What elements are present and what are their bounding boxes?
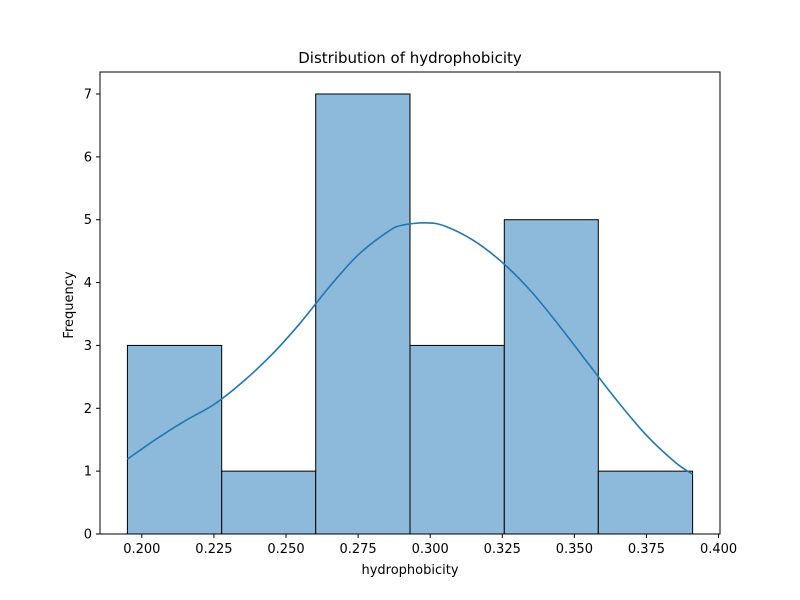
x-tick-label: 0.325 — [484, 542, 521, 557]
histogram-bar — [597, 470, 694, 535]
histogram-bar — [503, 219, 599, 535]
x-tick-label: 0.200 — [123, 542, 160, 557]
y-tick-label: 2 — [84, 402, 92, 417]
y-tick-label: 3 — [84, 339, 92, 354]
plot-area-frame — [99, 71, 721, 535]
x-tick-label: 0.400 — [700, 542, 737, 557]
x-tick-label: 0.375 — [628, 542, 665, 557]
x-tick-label: 0.300 — [412, 542, 449, 557]
y-tick-label: 6 — [84, 150, 92, 165]
chart-title: Distribution of hydrophobicity — [298, 49, 522, 67]
y-tick-label: 1 — [84, 465, 92, 480]
y-tick-label: 7 — [84, 88, 92, 103]
y-axis: 0 1 2 3 4 5 6 7 — [84, 88, 100, 543]
histogram-bar — [126, 344, 223, 535]
histogram-bar — [221, 470, 317, 535]
x-axis: 0.200 0.225 0.250 0.275 0.300 0.325 0.350 0.375… — [123, 534, 737, 557]
x-tick-label: 0.275 — [339, 542, 376, 557]
x-tick-label: 0.350 — [556, 542, 593, 557]
histogram-bars — [126, 93, 694, 535]
y-tick-label: 0 — [84, 528, 92, 543]
histogram-bar — [315, 93, 411, 535]
kde-line — [126, 222, 694, 475]
histogram-bar — [409, 344, 505, 535]
x-axis-label: hydrophobicity — [361, 563, 458, 578]
y-axis-label: Frequency — [62, 271, 77, 338]
kde-curve-group — [126, 222, 694, 475]
x-tick-label: 0.250 — [267, 542, 304, 557]
y-tick-label: 4 — [84, 276, 92, 291]
x-tick-label: 0.225 — [195, 542, 232, 557]
y-tick-label: 5 — [84, 213, 92, 228]
